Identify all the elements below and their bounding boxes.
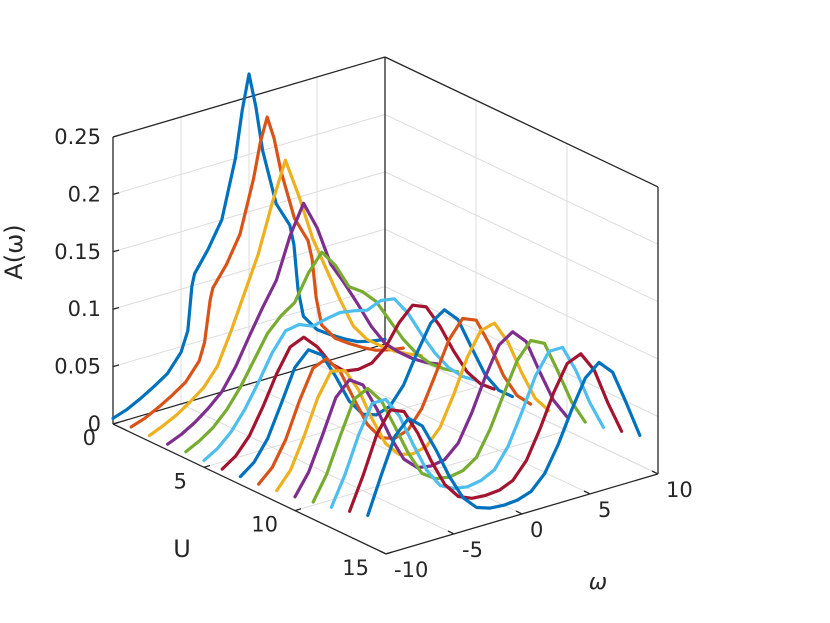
series-line [111,72,387,420]
y-axis-label: U [173,535,191,563]
z-tick-mark [112,364,120,368]
omega-tick-label: -5 [462,538,483,562]
omega-tick-mark [651,470,659,475]
series-line [202,297,478,462]
z-tick-label: 0.05 [54,355,101,379]
z-axis-label: A(ω) [0,224,28,279]
series-line [366,360,642,517]
series-line [293,330,569,499]
u-tick-label: 10 [251,513,278,537]
series-line [348,352,624,513]
omega-tick-mark [515,510,523,515]
series-line [129,115,405,429]
series-line [329,345,605,509]
z-tick-mark [112,192,120,196]
u-tick-mark [385,551,393,555]
omega-tick-label: 0 [530,518,543,542]
grid-line [203,386,477,468]
grid-line [384,228,659,360]
grid-line [384,113,659,245]
ticks-layer: 0 0.05 0.1 0.15 0.2 0.25 0 5 10 15 -10 -5 0 5 10 [54,125,693,582]
series-line [238,308,514,479]
omega-tick-mark [583,490,591,495]
grid-line [180,403,455,535]
series-line [147,158,423,438]
grid-line [294,430,568,512]
series-line [275,321,551,493]
series-line [184,250,460,454]
u-tick-label: 0 [83,426,96,450]
z-tick-mark [112,134,120,138]
u-tick-mark [203,464,211,468]
box-edge [384,56,659,188]
box-edge [112,343,386,425]
z-tick-label: 0.25 [54,125,101,149]
omega-tick-label: 10 [666,478,693,502]
omega-tick-mark [379,550,387,555]
z-tick-label: 0 [88,412,101,436]
u-tick-label: 5 [174,469,187,493]
grid-line [248,383,523,515]
z-tick-label: 0.15 [54,240,101,264]
u-tick-mark [294,508,302,512]
u-tick-label: 15 [342,556,369,580]
omega-tick-mark [447,530,455,535]
z-tick-label: 0.2 [68,182,101,206]
series-layer [111,72,642,517]
box-edge [112,56,386,138]
u-tick-mark [112,421,120,425]
omega-tick-label: -10 [394,558,428,582]
z-tick-mark [112,249,120,253]
u-axis-line [112,423,387,555]
x-axis-label: ω [589,570,607,595]
z-tick-label: 0.1 [68,297,101,321]
omega-tick-label: 5 [598,498,611,522]
axes-layer [112,56,659,555]
z-tick-mark [112,306,120,310]
grid-line [384,171,659,303]
series-line [166,201,442,446]
